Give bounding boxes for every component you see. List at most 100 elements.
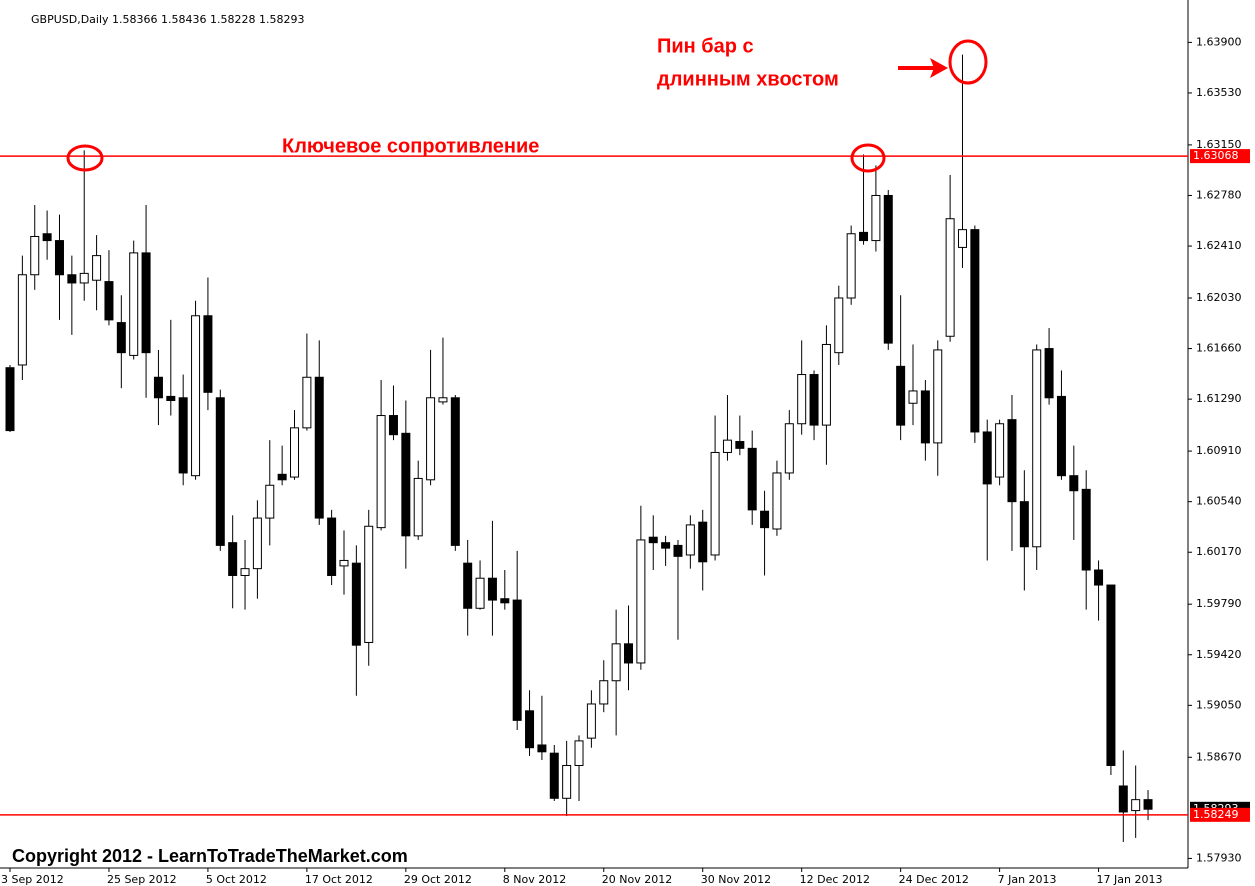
candle-body [574,740,584,766]
candle-body [413,477,423,537]
x-tick-label: 20 Nov 2012 [602,873,672,886]
level-label: 1.63068 [1193,149,1239,162]
candle-body [586,703,596,739]
annotation: Ключевое сопротивление [282,135,539,157]
candle-body [995,423,1005,478]
candle-body [933,349,943,444]
arrow-head [930,58,948,78]
candle-body [710,451,720,556]
candle-body [1081,488,1091,571]
candle-body [859,231,869,242]
y-tick-label: 1.60170 [1196,545,1242,558]
candle-body [1007,419,1017,503]
candle-body [809,374,819,426]
candle-body [784,423,794,474]
candle-body [265,484,275,519]
candle-body [438,397,448,403]
candle-body [450,397,460,546]
level-box [1190,807,1250,822]
highlight-circle [66,144,104,172]
candle-body [487,577,497,601]
copyright: Copyright 2012 - LearnToTradeTheMarket.c… [12,846,408,866]
candle-body [1118,785,1128,813]
x-tick-label: 7 Jan 2013 [998,873,1057,886]
candle-body [1094,569,1104,586]
candle-body [166,395,176,402]
y-tick-label: 1.59790 [1196,597,1242,610]
candle-body [104,281,114,321]
x-tick-label: 13 Sep 2012 [0,873,64,886]
candle-body [277,473,287,481]
candle-body [314,376,324,519]
candle-body [252,517,262,570]
candle-body [388,415,398,436]
candle-body [302,376,312,429]
candle-body [475,577,485,609]
candle-body [1106,584,1116,766]
y-tick-label: 1.63530 [1196,86,1242,99]
y-tick-label: 1.59420 [1196,648,1242,661]
y-tick-label: 1.60910 [1196,444,1242,457]
candle-body [512,599,522,721]
y-tick-label: 1.62030 [1196,291,1242,304]
candle-body [178,397,188,474]
candle-body [500,598,510,604]
x-tick-label: 17 Jan 2013 [1097,873,1163,886]
candle-body [821,343,831,426]
candle-body [327,517,337,576]
candle-body [920,390,930,444]
candle-body [54,240,64,276]
candle-body [945,218,955,337]
x-tick-label: 12 Dec 2012 [800,873,870,886]
candle-body [1131,799,1141,812]
candle-body [599,680,609,705]
candle-body [562,764,572,799]
candle-body [896,365,906,426]
y-tick-label: 1.61290 [1196,392,1242,405]
candle-body [685,524,695,556]
candle-body [673,544,683,557]
candle-body [957,229,967,248]
candle-body [240,568,250,576]
candle-body [772,472,782,530]
candle-body [92,255,102,281]
plot [5,54,1153,843]
candle-body [67,274,77,284]
level-box [1190,149,1250,164]
candle-body [426,397,436,481]
highlight-circle [948,39,988,85]
y-tick-label: 1.63900 [1196,35,1242,48]
y-tick-label: 1.57930 [1196,851,1242,864]
candle-body [228,542,238,576]
x-tick-label: 29 Oct 2012 [404,873,472,886]
y-tick-label: 1.63150 [1196,138,1242,151]
candle-body [42,233,52,242]
candle-body [698,521,708,563]
candle-body [970,229,980,433]
annotation: длинным хвостом [657,68,839,90]
candle-body [376,415,386,529]
candle-body [1032,349,1042,548]
candle-body [1056,395,1066,477]
x-tick-label: 25 Sep 2012 [107,873,177,886]
candle-body [17,274,27,366]
candle-body [1143,799,1153,810]
candle-body [982,431,992,485]
candle-body [1069,475,1079,492]
candle-body [883,194,893,344]
chart-title: GBPUSD,Daily 1.58366 1.58436 1.58228 1.5… [31,13,304,26]
candle-body [760,510,770,529]
candle-body [846,233,856,299]
candle-body [636,539,646,664]
candle-body [525,710,535,749]
candle-body [364,525,374,643]
candle-body [549,752,559,799]
candle-body [463,562,473,609]
highlight-circle [850,143,886,173]
candle-body [537,744,547,753]
candle-body [141,252,151,354]
candle-body [191,315,201,477]
candle-body [129,252,139,356]
